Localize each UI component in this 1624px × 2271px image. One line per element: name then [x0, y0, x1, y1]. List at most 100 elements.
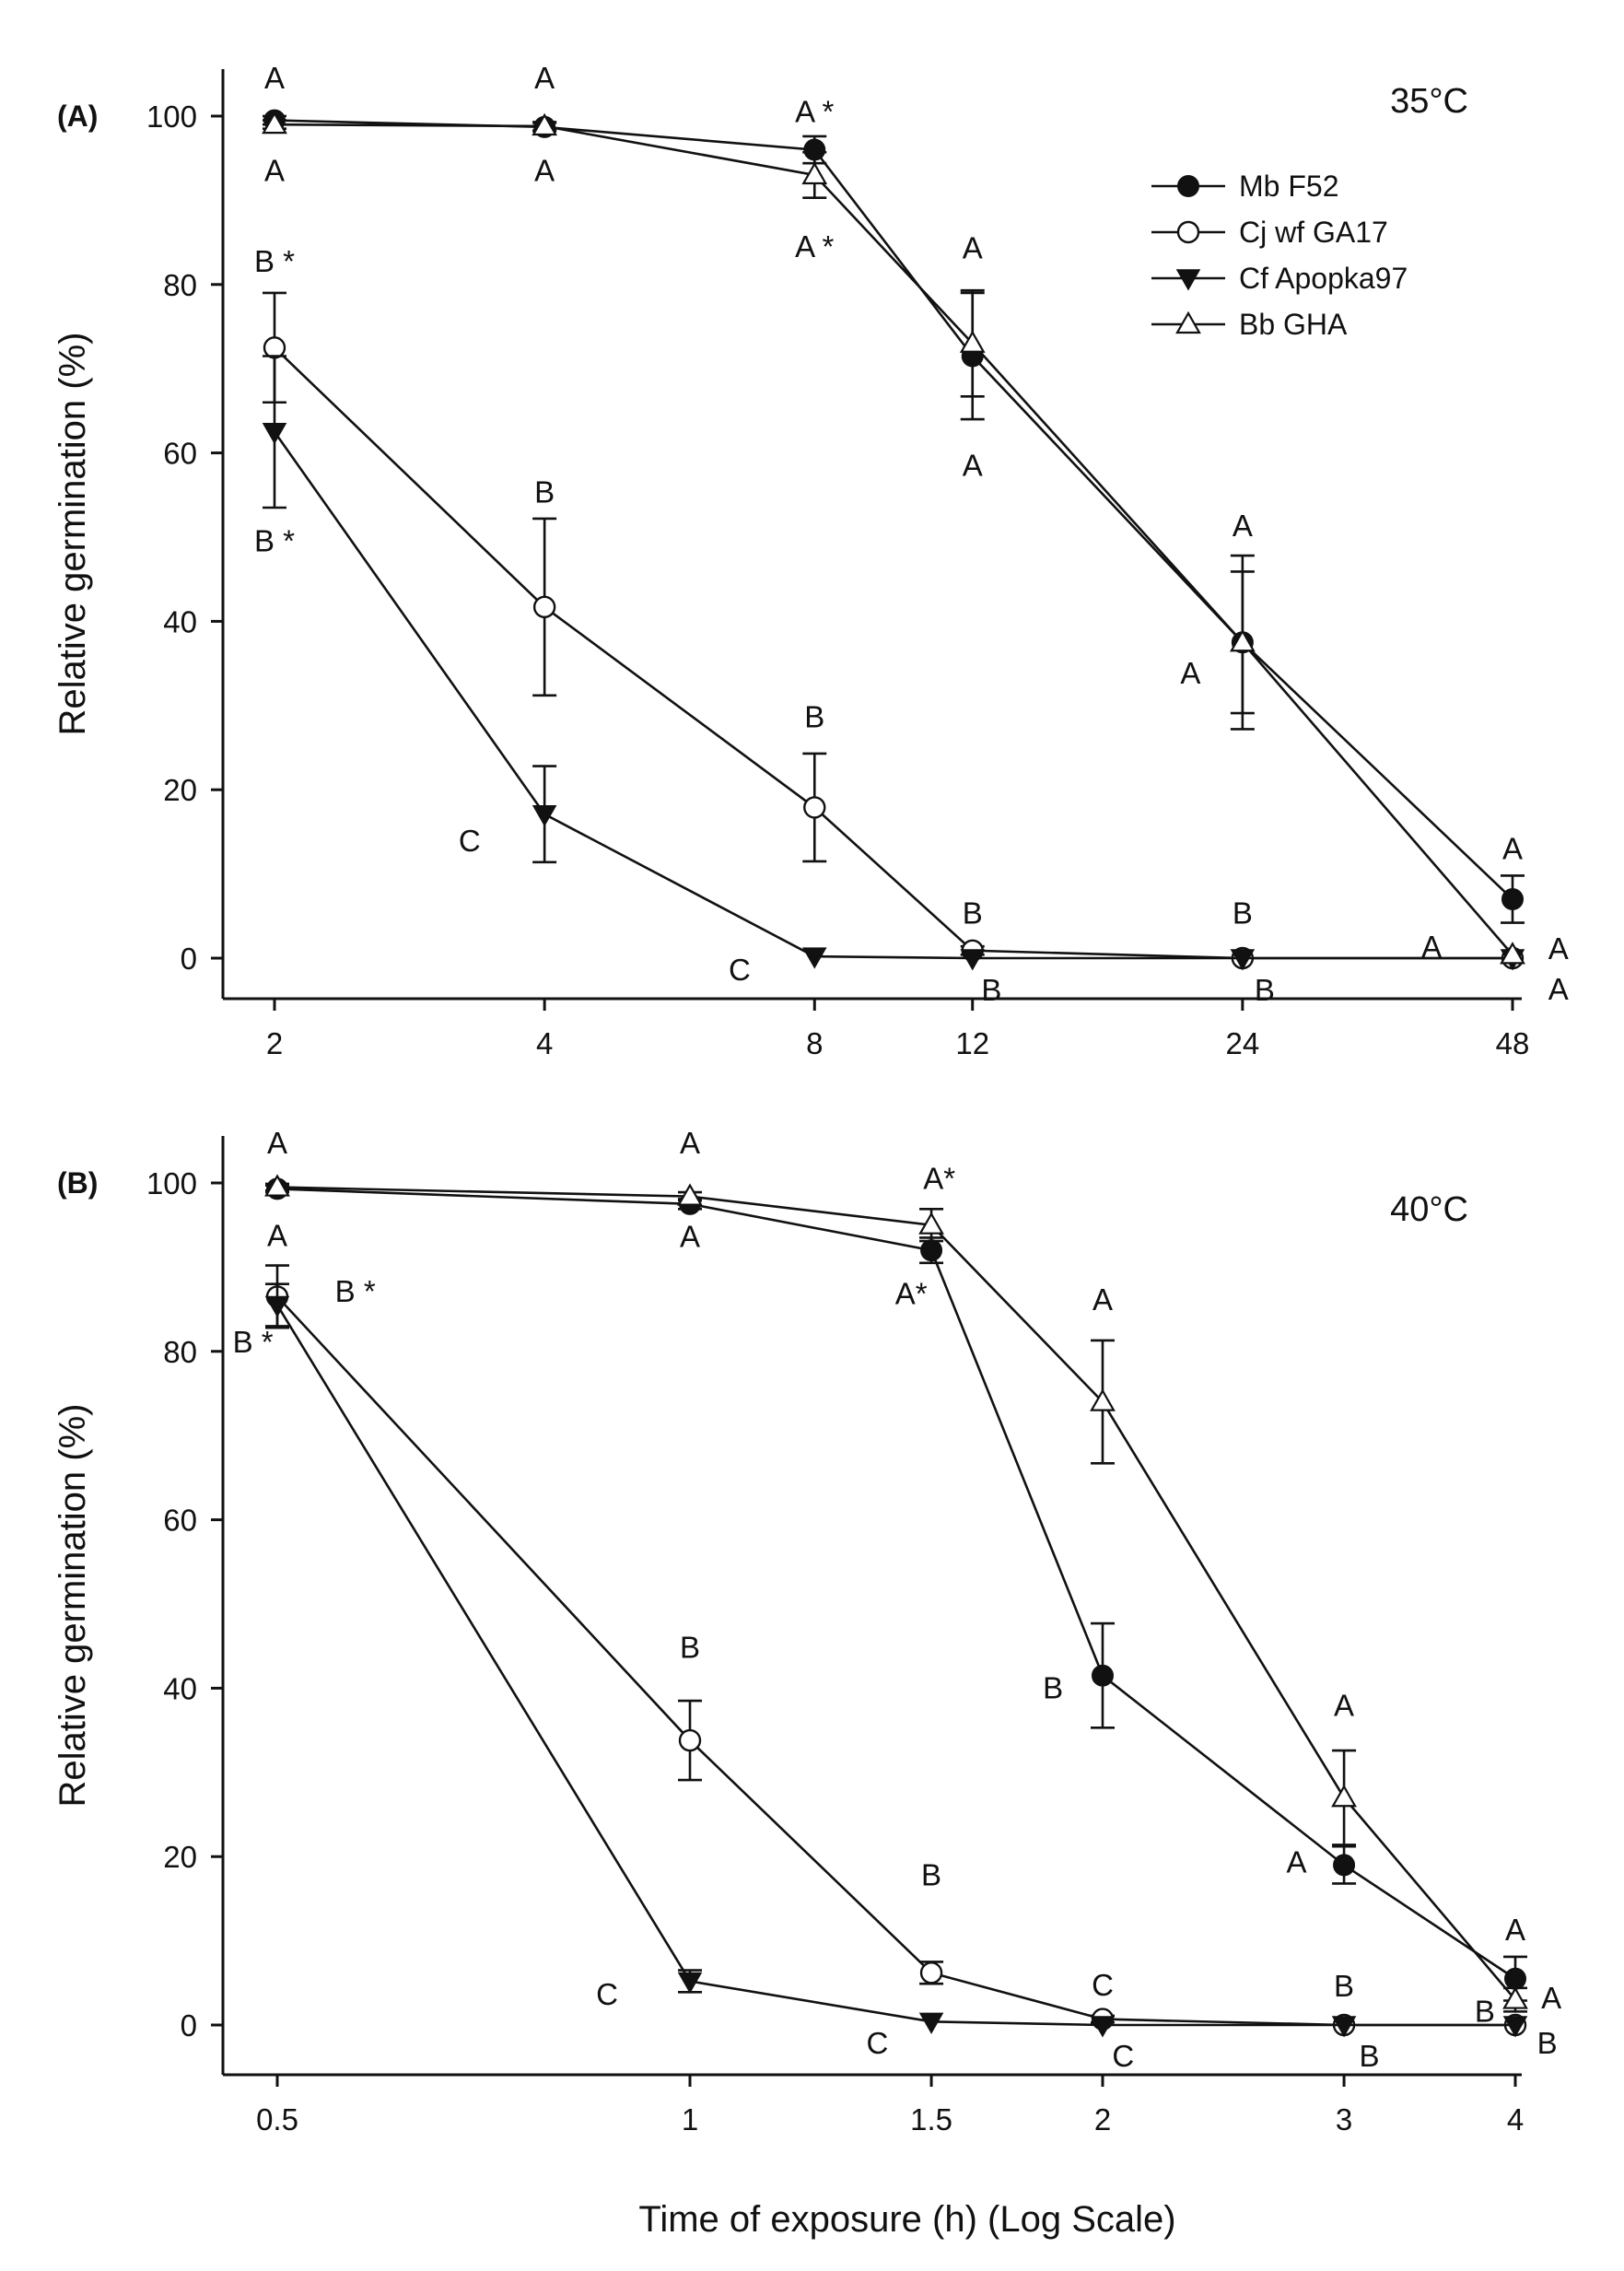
significance-letter: A — [963, 231, 983, 265]
data-point — [1331, 1785, 1357, 1808]
significance-letter: C — [1112, 2039, 1134, 2073]
significance-letter: A — [1334, 1689, 1354, 1723]
significance-letter: B — [1537, 2026, 1558, 2060]
significance-letter: A — [267, 1219, 287, 1253]
x-axis-title: Time of exposure (h) (Log Scale) — [638, 2199, 1175, 2240]
significance-letter: A — [1541, 1981, 1561, 2015]
significance-letter: C — [867, 2026, 889, 2060]
y-axis-title: Relative germination (%) — [53, 333, 93, 736]
significance-letter: B — [1255, 973, 1275, 1007]
significance-letter: A — [1287, 1845, 1307, 1879]
series-line — [276, 1295, 1515, 2027]
significance-letter: B — [981, 973, 1001, 1007]
data-point — [678, 1728, 702, 1752]
x-tick-label: 24 — [1226, 1026, 1260, 1060]
legend: Mb F52 Cj wf GA17 Cf Apopka97 Bb GHA — [1151, 170, 1408, 341]
significance-letter: A — [1548, 931, 1569, 966]
significance-letter: A — [264, 61, 285, 95]
legend-entry: Mb F52 — [1151, 170, 1338, 203]
x-tick-label: 1.5 — [910, 2102, 952, 2136]
legend-entry: Cj wf GA17 — [1151, 216, 1388, 249]
x-tick-label: 0.5 — [256, 2102, 298, 2136]
x-tick-label: 4 — [536, 1026, 553, 1060]
significance-letter: A — [680, 1220, 700, 1254]
temperature-label: 35°C — [1390, 82, 1468, 121]
data-point — [262, 111, 287, 135]
x-tick-label: 48 — [1496, 1026, 1530, 1060]
series-cf-apopka97 — [264, 1282, 1528, 2038]
significance-letter: B * — [233, 1325, 274, 1359]
data-point — [1175, 269, 1201, 291]
legend-label: Bb GHA — [1239, 308, 1348, 341]
legend-entry: Cf Apopka97 — [1151, 262, 1408, 295]
series-line — [276, 1188, 1516, 1980]
data-point — [1500, 942, 1525, 965]
series-line — [274, 123, 1513, 956]
legend-label: Cj wf GA17 — [1239, 216, 1388, 249]
temperature-label: 40°C — [1390, 1190, 1468, 1229]
data-point — [532, 595, 556, 619]
y-tick-label: 20 — [163, 1840, 197, 1874]
significance-letter: B — [1475, 1994, 1495, 2028]
significance-letter: B — [1359, 2039, 1379, 2073]
x-tick-label: 4 — [1507, 2102, 1524, 2136]
data-point — [1175, 310, 1201, 334]
significance-letter: A* — [895, 1277, 928, 1311]
data-point — [1502, 2016, 1528, 2038]
data-point — [1090, 1388, 1116, 1411]
data-point — [263, 336, 286, 359]
panel-label: (B) — [57, 1166, 98, 1200]
significance-letter: A* — [923, 1162, 955, 1196]
x-tick-label: 3 — [1336, 2102, 1352, 2136]
series-cj-wf-ga17 — [263, 291, 1525, 970]
data-point — [918, 1212, 944, 1235]
significance-letter: A — [1548, 972, 1569, 1006]
data-point — [1502, 1986, 1528, 2009]
y-tick-label: 100 — [146, 100, 197, 134]
x-tick-label: 1 — [682, 2102, 698, 2136]
data-point — [1331, 2016, 1357, 2038]
significance-letter: C — [1092, 1968, 1114, 2002]
data-point — [1177, 175, 1199, 197]
series-cf-apopka97 — [262, 355, 1525, 971]
legend-label: Cf Apopka97 — [1239, 262, 1408, 295]
significance-letter: A — [680, 1126, 700, 1160]
significance-letter: B — [963, 896, 983, 931]
significance-letter: A * — [795, 95, 834, 129]
y-tick-label: 60 — [163, 437, 197, 471]
significance-letter: A — [1421, 930, 1442, 964]
y-tick-label: 40 — [163, 1671, 197, 1705]
significance-letter: A — [267, 1126, 287, 1160]
data-point — [1176, 220, 1200, 244]
significance-letter: C — [729, 953, 751, 987]
legend-entry: Bb GHA — [1151, 308, 1348, 341]
y-tick-label: 40 — [163, 604, 197, 638]
series-line — [276, 1186, 1516, 2001]
significance-letter: B * — [254, 524, 295, 558]
y-tick-label: 20 — [163, 773, 197, 807]
significance-letter: A — [1180, 656, 1200, 690]
legend-label: Mb F52 — [1239, 170, 1338, 203]
series-cj-wf-ga17 — [265, 1264, 1527, 2037]
data-point — [1090, 2016, 1116, 2038]
data-point — [1230, 949, 1256, 971]
y-tick-label: 100 — [146, 1166, 197, 1200]
significance-letter: B — [680, 1631, 700, 1665]
significance-letter: A — [534, 61, 555, 95]
data-point — [264, 1174, 290, 1197]
significance-letter: A — [1505, 1913, 1525, 1947]
y-tick-label: 60 — [163, 1504, 197, 1538]
y-tick-label: 80 — [163, 268, 197, 302]
significance-letter: A — [1502, 831, 1523, 865]
significance-letter: A — [1233, 509, 1253, 543]
data-point — [803, 796, 826, 819]
significance-letter: A — [963, 448, 983, 482]
data-point — [1092, 1664, 1114, 1687]
significance-letter: B * — [254, 244, 295, 278]
data-point — [677, 1183, 703, 1206]
data-point — [264, 1295, 290, 1318]
data-point — [262, 423, 287, 445]
x-tick-label: 8 — [806, 1026, 823, 1060]
series-line — [274, 346, 1513, 960]
